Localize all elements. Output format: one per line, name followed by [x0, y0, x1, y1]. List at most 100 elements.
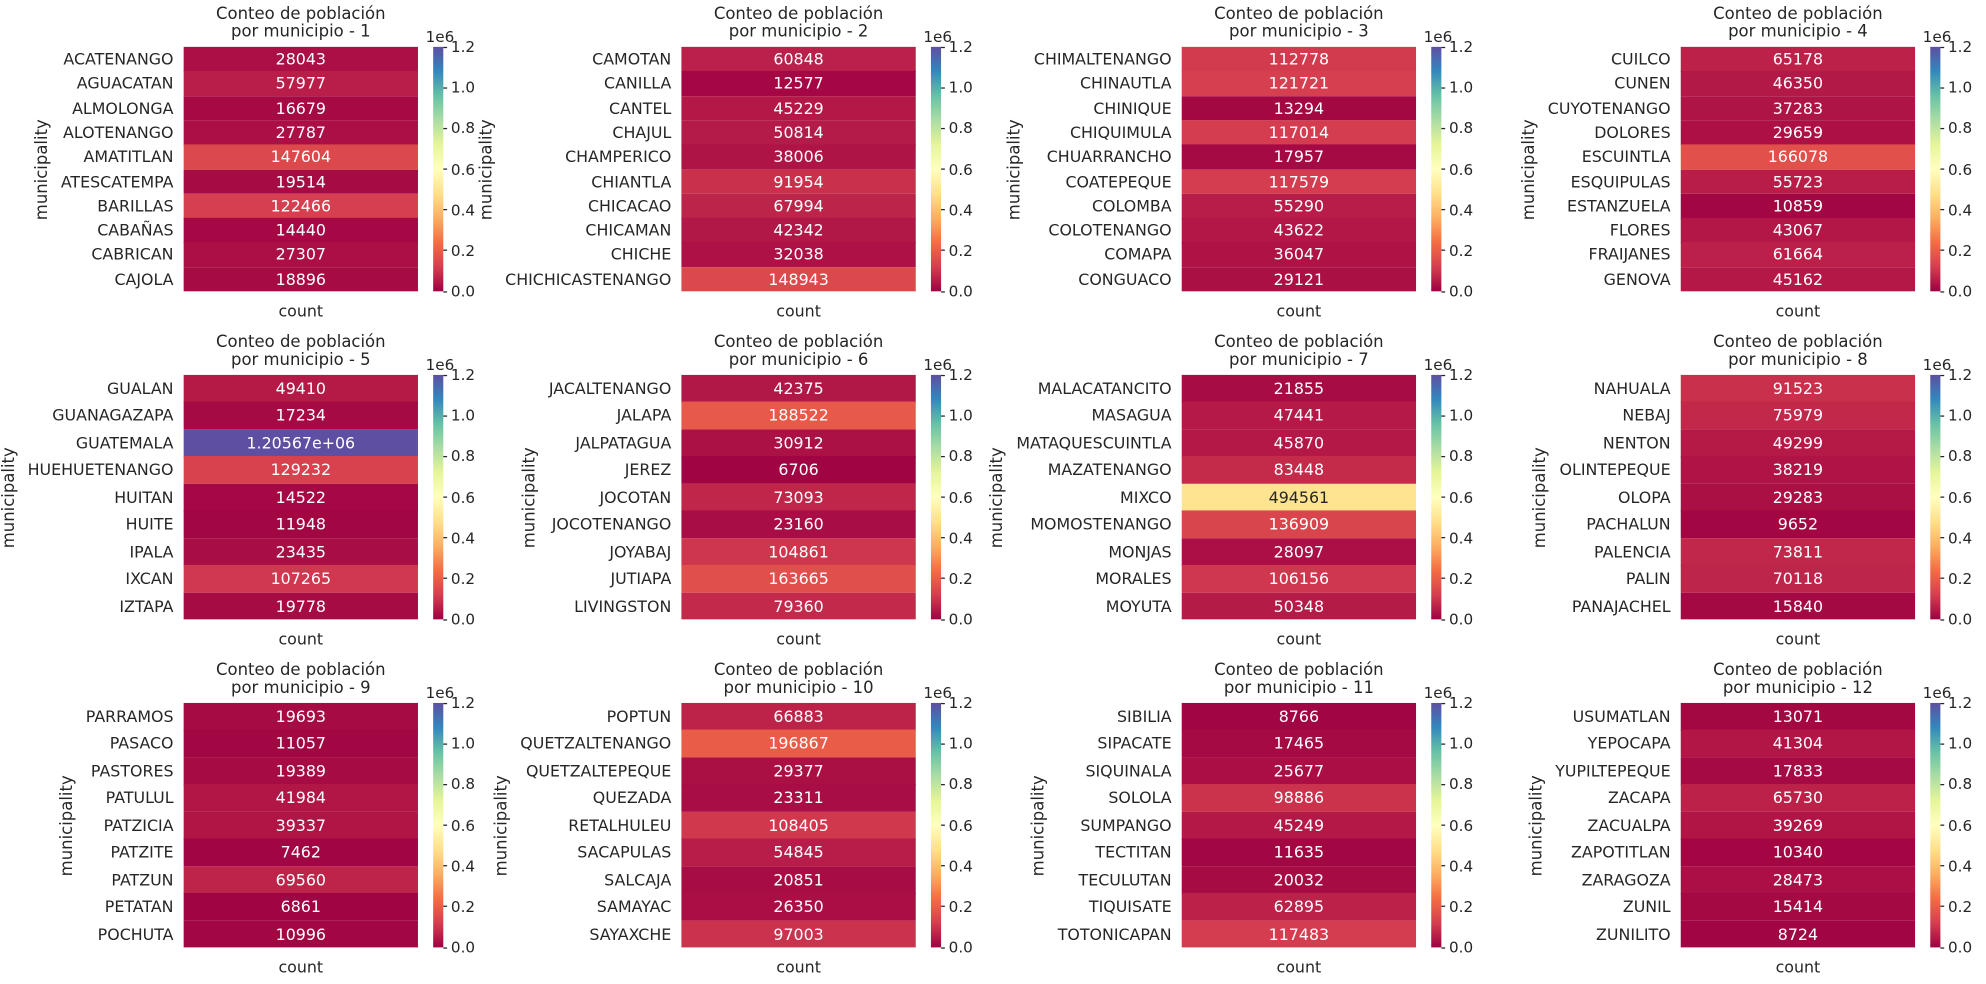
- cell-label: 36047: [1273, 244, 1325, 264]
- colorbar-tick: [1940, 865, 1945, 867]
- chart-title: Conteo de población por municipio - 12: [1713, 661, 1883, 698]
- y-axis-label: municipality: [32, 118, 52, 220]
- heatmap-cell: [681, 811, 916, 840]
- heatmap-cell: [183, 242, 418, 268]
- colorbar-tick-label: 0.6: [948, 488, 973, 506]
- colorbar-tick-label: 0.6: [450, 816, 476, 835]
- colorbar-offset: 1e6: [923, 355, 953, 374]
- heatmap-cell: [1181, 374, 1417, 403]
- y-tick-label: CUNEN: [1614, 73, 1671, 93]
- y-tick-label: CABAÑAS: [97, 220, 174, 240]
- heatmap-cell: [681, 893, 916, 921]
- colorbar-tick: [1940, 496, 1945, 498]
- colorbar-tick-label: 0.8: [948, 447, 973, 466]
- cell-label: 57977: [275, 73, 326, 93]
- cell-label: 73811: [1772, 541, 1824, 561]
- y-tick-label: PALIN: [1625, 568, 1671, 588]
- y-tick-label: MALACATANCITO: [1037, 378, 1172, 398]
- colorbar-tick: [1940, 577, 1945, 580]
- cell-label: 20851: [773, 869, 824, 889]
- colorbar-tick: [1441, 702, 1446, 704]
- colorbar-tick: [941, 906, 945, 908]
- colorbar-tick-label: 0.4: [1948, 857, 1973, 875]
- heatmap-cell: [1680, 71, 1916, 97]
- y-tick-label: CANILLA: [604, 73, 672, 93]
- y-tick-label: YUPILTEPEQUE: [1555, 761, 1671, 781]
- heatmap-cell: [1181, 784, 1417, 813]
- cell-label: 163665: [768, 568, 829, 588]
- y-tick-label: HUITAN: [114, 487, 174, 507]
- y-tick-label: MIXCO: [1120, 487, 1172, 507]
- colorbar-tick-label: 0.0: [948, 938, 973, 957]
- heatmap-cell: [681, 730, 916, 758]
- heatmap-cell: [1181, 120, 1417, 146]
- chart-title: Conteo de población por municipio - 1: [216, 5, 386, 42]
- cell-label: 11948: [275, 514, 326, 534]
- colorbar-offset: 1e6: [923, 27, 953, 46]
- cell-label: 7462: [280, 842, 321, 862]
- colorbar-tick-label: 1.0: [1948, 78, 1973, 97]
- colorbar-offset: 1e6: [1922, 683, 1952, 702]
- colorbar-tick-label: 0.2: [948, 897, 973, 916]
- y-tick-label: JALAPA: [616, 405, 672, 425]
- heatmap-cell: [1181, 95, 1417, 121]
- y-tick-label: CAJOLA: [114, 269, 174, 289]
- heatmap-cell: [681, 144, 916, 170]
- colorbar-tick: [941, 290, 945, 292]
- cell-label: 83448: [1273, 460, 1325, 480]
- heatmap-cell: [1680, 429, 1916, 457]
- colorbar-tick: [941, 374, 945, 376]
- cell-label: 13071: [1772, 706, 1824, 726]
- colorbar-tick-label: 1.2: [450, 694, 476, 712]
- cell-label: 117014: [1268, 122, 1330, 142]
- heatmap-cell: [183, 838, 418, 867]
- y-tick-label: RETALHULEU: [568, 815, 672, 835]
- colorbar-tick: [1940, 249, 1945, 252]
- colorbar-tick-label: 0.6: [1948, 488, 1973, 506]
- cell-label: 20032: [1273, 869, 1325, 889]
- chart-title: Conteo de población por municipio - 11: [1214, 661, 1384, 698]
- heatmap-cell: [1181, 402, 1417, 430]
- colorbar: [930, 702, 942, 948]
- colorbar-tick-label: 1.0: [1448, 406, 1474, 425]
- y-tick-label: ZUNILITO: [1596, 924, 1671, 944]
- y-tick-label: ATESCATEMPA: [60, 171, 174, 191]
- colorbar-tick-label: 0.4: [450, 857, 476, 875]
- heatmap-cell: [681, 374, 916, 403]
- heatmap-cell: [1680, 483, 1916, 512]
- y-tick-label: CHIANTLA: [591, 171, 672, 191]
- y-axis-label: municipality: [1005, 118, 1025, 220]
- y-tick-label: IZTAPA: [119, 595, 174, 615]
- y-tick-label: SOLOLA: [1108, 788, 1172, 808]
- y-tick-label: COLOTENANGO: [1048, 220, 1172, 240]
- colorbar-offset: 1e6: [1423, 355, 1453, 374]
- colorbar-tick: [1940, 783, 1945, 786]
- colorbar-tick: [1441, 86, 1446, 89]
- cell-label: 61664: [1772, 244, 1824, 264]
- colorbar-tick: [1441, 374, 1446, 376]
- y-tick-label: QUETZALTEPEQUE: [525, 761, 672, 781]
- colorbar-tick-label: 0.2: [450, 241, 476, 260]
- heatmap-cell: [1680, 402, 1916, 430]
- colorbar-tick: [941, 249, 945, 252]
- heatmap-cell: [183, 483, 418, 512]
- heatmap-cell: [1680, 592, 1916, 620]
- y-tick-label: TECTITAN: [1095, 842, 1172, 862]
- cell-label: 129232: [270, 460, 332, 480]
- cell-label: 15840: [1772, 595, 1824, 615]
- cell-label: 14522: [275, 487, 326, 507]
- colorbar-tick-label: 0.6: [948, 816, 973, 835]
- cell-label: 49299: [1772, 433, 1824, 453]
- colorbar-tick-label: 0.8: [1948, 775, 1973, 794]
- y-axis-label: municipality: [1527, 774, 1547, 876]
- cell-label: 29377: [773, 761, 824, 781]
- y-tick-label: CABRICAN: [91, 244, 174, 264]
- colorbar-tick: [1441, 743, 1446, 745]
- heatmap-cell: [1680, 456, 1916, 485]
- colorbar-tick-label: 0.0: [1448, 610, 1474, 629]
- colorbar-tick: [1441, 618, 1446, 620]
- colorbar-tick-label: 0.2: [1448, 569, 1474, 588]
- colorbar-tick-label: 0.4: [1448, 528, 1474, 547]
- cell-label: 14440: [275, 220, 326, 240]
- y-tick-label: ALMOLONGA: [72, 98, 174, 118]
